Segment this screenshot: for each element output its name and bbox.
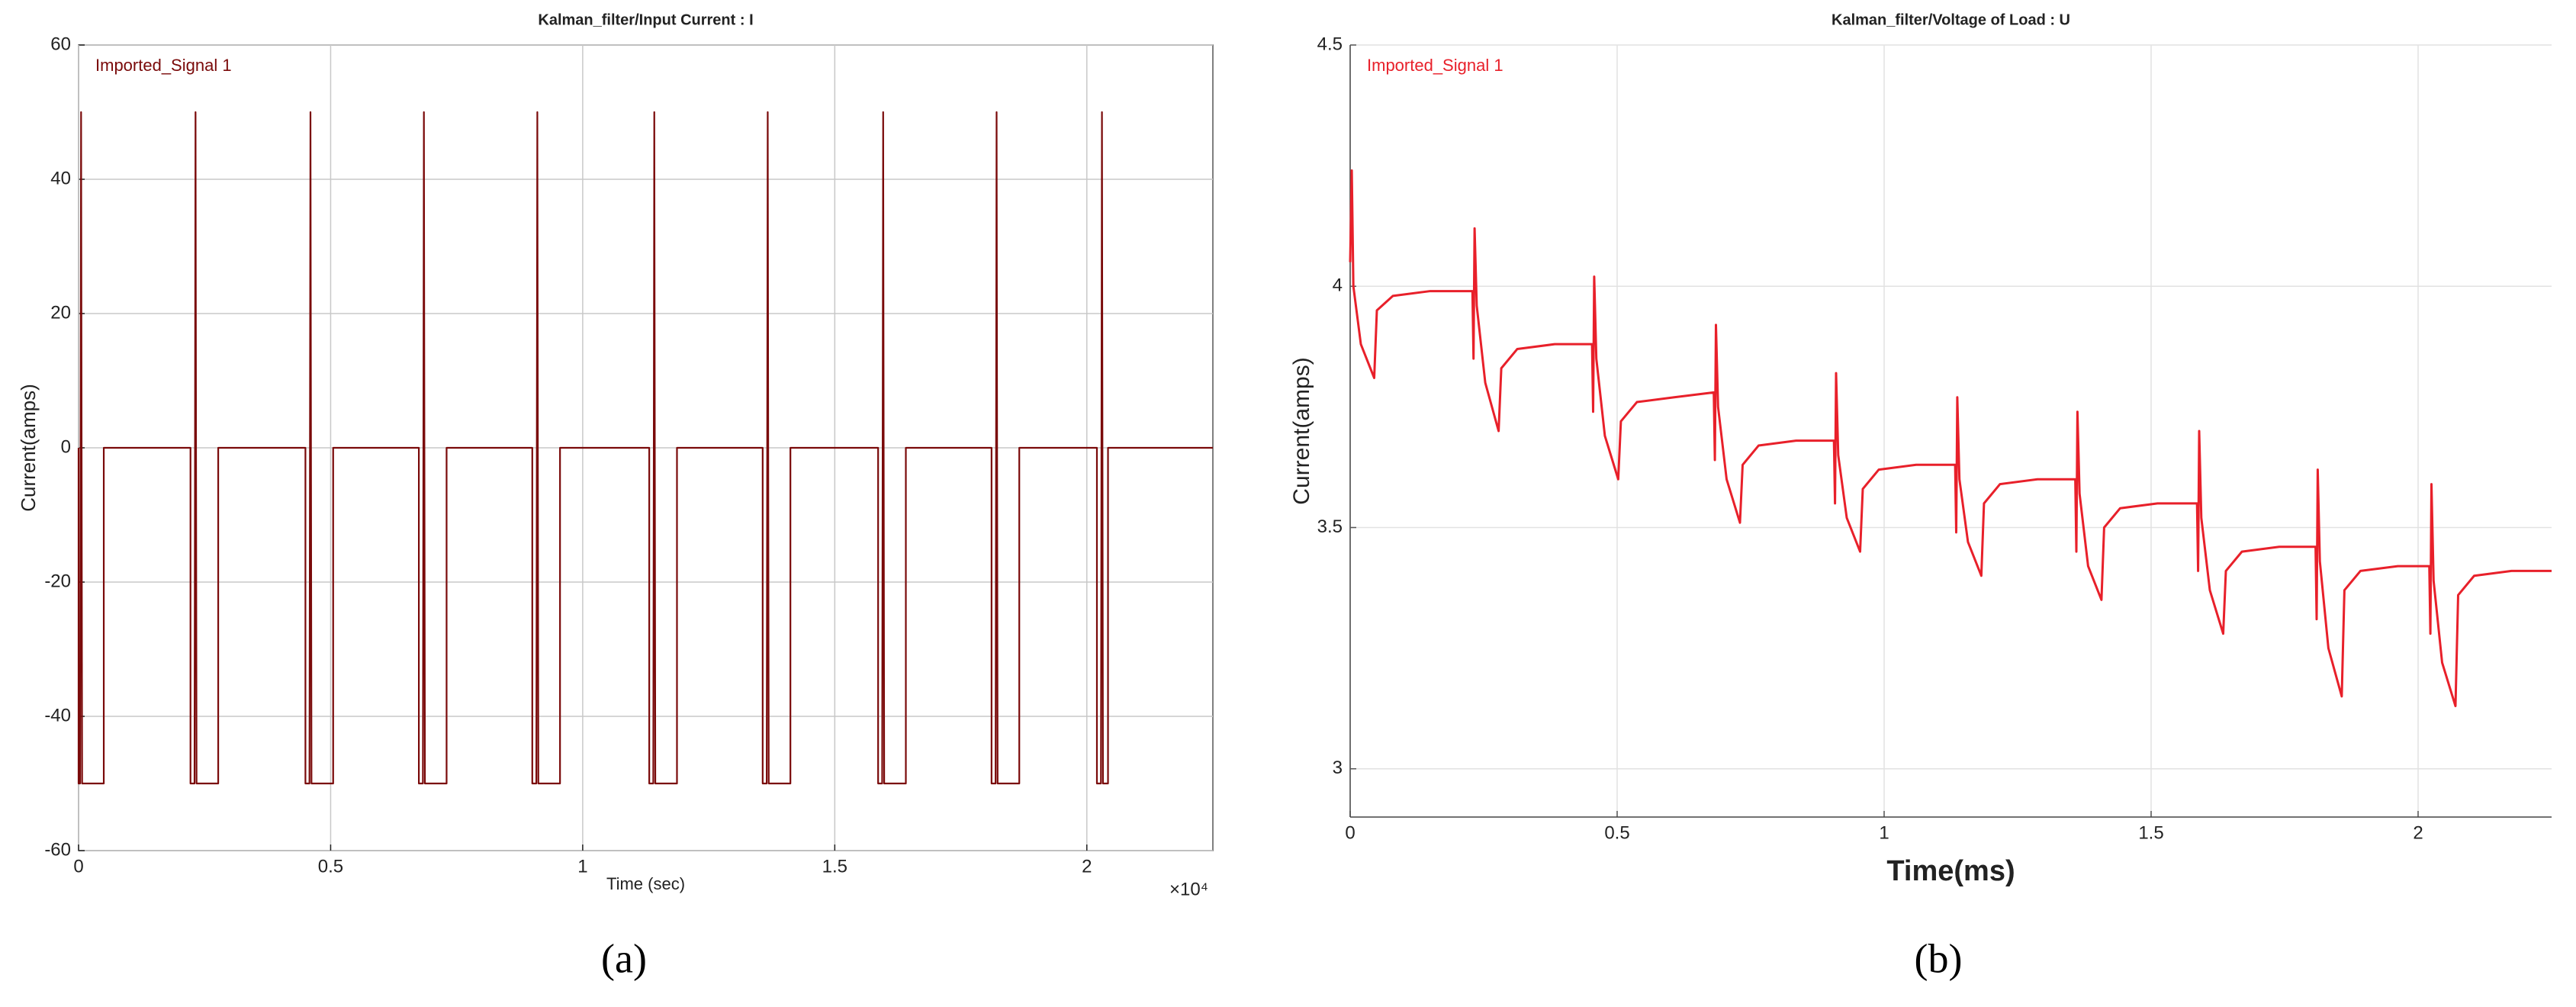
- y-axis-label: Current(amps): [17, 384, 40, 512]
- x-tick-label: 1.5: [2138, 822, 2163, 843]
- y-tick-label: 20: [50, 302, 71, 323]
- y-tick-label: 3: [1333, 758, 1343, 778]
- x-tick-label: 2: [1082, 856, 1092, 877]
- y-tick-label: 3.5: [1317, 516, 1343, 537]
- y-tick-label: -20: [44, 571, 71, 591]
- x-tick-label: 1: [577, 856, 587, 877]
- chart-title: Kalman_filter/Voltage of Load : U: [1832, 11, 2070, 28]
- panel-caption: (a): [601, 935, 647, 981]
- legend-entry: Imported_Signal 1: [1367, 56, 1503, 75]
- y-tick-label: 4: [1333, 275, 1343, 296]
- x-tick-label: 0.5: [318, 856, 343, 877]
- x-tick-label: 2: [2413, 822, 2423, 843]
- y-tick-label: 0: [61, 436, 71, 457]
- y-tick-label: 40: [50, 168, 71, 188]
- plot-area: [1350, 45, 2552, 817]
- x-tick-label: 0: [1345, 822, 1355, 843]
- x-tick-label: 1.5: [822, 856, 847, 877]
- y-tick-label: -40: [44, 705, 71, 725]
- chart-panel: -60 -40 -20 0 20 40 60 0 0.5 1 1.5 2 Imported_Signal…: [17, 11, 1214, 981]
- y-axis-label: Current(amps): [1289, 357, 1314, 504]
- x-tick-label: 0: [73, 856, 83, 877]
- legend-entry: Imported_Signal 1: [95, 56, 232, 75]
- x-tick-label: 1: [1879, 822, 1889, 843]
- chart-title: Kalman_filter/Input Current : I: [538, 11, 753, 28]
- data-line: [1349, 169, 2552, 708]
- x-axis-label: Time (sec): [606, 874, 685, 893]
- y-tick-label: 4.5: [1317, 34, 1343, 54]
- x-axis-label: Time(ms): [1886, 855, 2015, 887]
- panel-caption: (b): [1915, 935, 1963, 981]
- x-tick-label: 0.5: [1604, 822, 1629, 843]
- data-line: [77, 111, 1213, 785]
- x-exponent: ×10⁴: [1169, 879, 1208, 899]
- y-tick-label: -60: [44, 839, 71, 860]
- y-tick-label: 60: [50, 34, 71, 54]
- chart-panel: 3 3.5 4 4.5 0 0.5 1 1.5 2 Imported_Signal 1 Kalman…: [1289, 11, 2552, 981]
